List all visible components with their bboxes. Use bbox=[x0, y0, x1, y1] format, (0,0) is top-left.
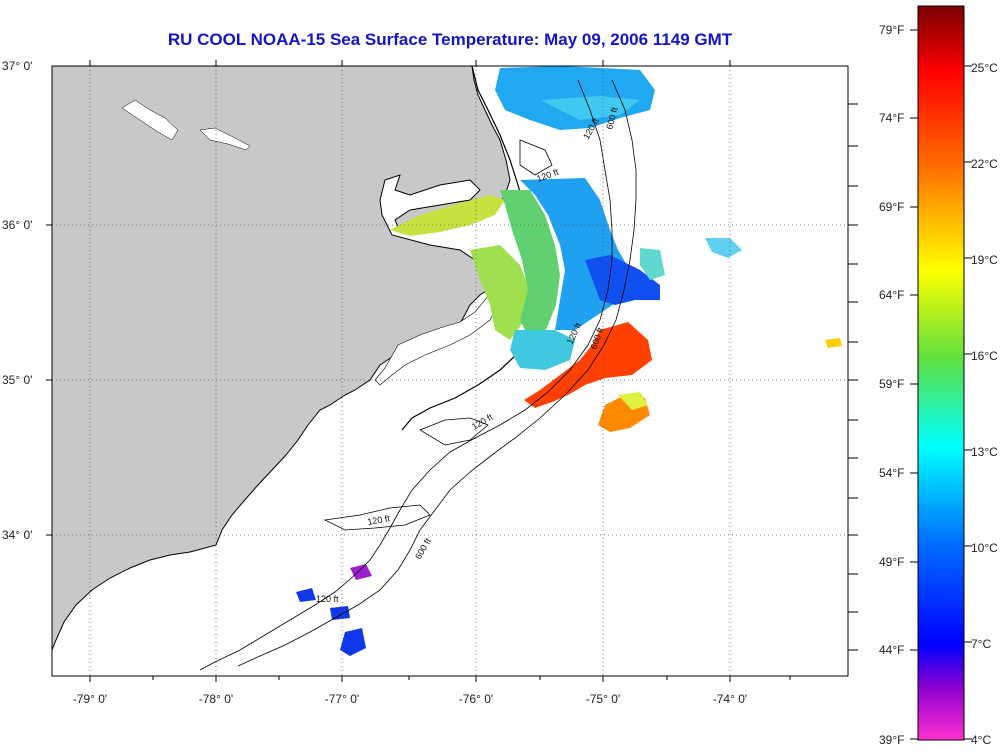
temperature-colorbar bbox=[917, 5, 965, 741]
lon-label-75: -75° 0' bbox=[586, 692, 620, 706]
map-frame bbox=[51, 65, 849, 677]
axis-ticks bbox=[46, 60, 858, 682]
cbar-f-64: 64°F bbox=[879, 288, 904, 302]
graticule-grid bbox=[52, 66, 848, 676]
lon-label-78: -78° 0' bbox=[199, 692, 233, 706]
cbar-c-4: 4°C bbox=[971, 733, 991, 747]
map-title: RU COOL NOAA-15 Sea Surface Temperature:… bbox=[167, 30, 733, 49]
cbar-f-59: 59°F bbox=[879, 377, 904, 391]
lon-label-74: -74° 0' bbox=[713, 692, 747, 706]
contour-label-120ft: 120 ft bbox=[316, 594, 339, 604]
contour-label-120ft: 120 ft bbox=[367, 513, 391, 527]
cbar-f-69: 69°F bbox=[879, 200, 904, 214]
cbar-c-16: 16°C bbox=[971, 349, 998, 363]
cbar-f-74: 74°F bbox=[879, 111, 904, 125]
colorbar-celsius-labels: 25°C 22°C 19°C 16°C 13°C 10°C 7°C 4°C bbox=[971, 61, 998, 747]
cbar-c-19: 19°C bbox=[971, 253, 998, 267]
cbar-c-7: 7°C bbox=[971, 637, 991, 651]
lat-label-37: 37° 0' bbox=[2, 59, 32, 73]
lat-label-36: 36° 0' bbox=[2, 218, 32, 232]
cbar-c-10: 10°C bbox=[971, 541, 998, 555]
cbar-f-44: 44°F bbox=[879, 643, 904, 657]
cbar-c-13: 13°C bbox=[971, 445, 998, 459]
cbar-f-54: 54°F bbox=[879, 466, 904, 480]
lon-label-77: -77° 0' bbox=[325, 692, 359, 706]
sst-overlay bbox=[296, 66, 842, 656]
river-inlet-north bbox=[121, 99, 179, 141]
colorbar-ticks bbox=[910, 29, 972, 740]
colorbar-fahrenheit-labels: 79°F 74°F 69°F 64°F 59°F 54°F 49°F 44°F … bbox=[879, 23, 904, 747]
cbar-c-25: 25°C bbox=[971, 61, 998, 75]
cbar-c-22: 22°C bbox=[971, 157, 998, 171]
sound-water bbox=[374, 281, 501, 386]
cbar-f-79: 79°F bbox=[879, 23, 904, 37]
lon-label-76: -76° 0' bbox=[459, 692, 493, 706]
lat-label-34: 34° 0' bbox=[2, 528, 32, 542]
cbar-f-49: 49°F bbox=[879, 555, 904, 569]
longitude-labels: -79° 0' -78° 0' -77° 0' -76° 0' -75° 0' … bbox=[73, 692, 747, 706]
lat-label-35: 35° 0' bbox=[2, 373, 32, 387]
bathymetry-contours bbox=[199, 79, 637, 671]
lon-label-79: -79° 0' bbox=[73, 692, 107, 706]
latitude-labels: 37° 0' 36° 0' 35° 0' 34° 0' bbox=[2, 59, 32, 542]
river-inlet-middle bbox=[199, 127, 251, 151]
cbar-f-39: 39°F bbox=[879, 733, 904, 747]
